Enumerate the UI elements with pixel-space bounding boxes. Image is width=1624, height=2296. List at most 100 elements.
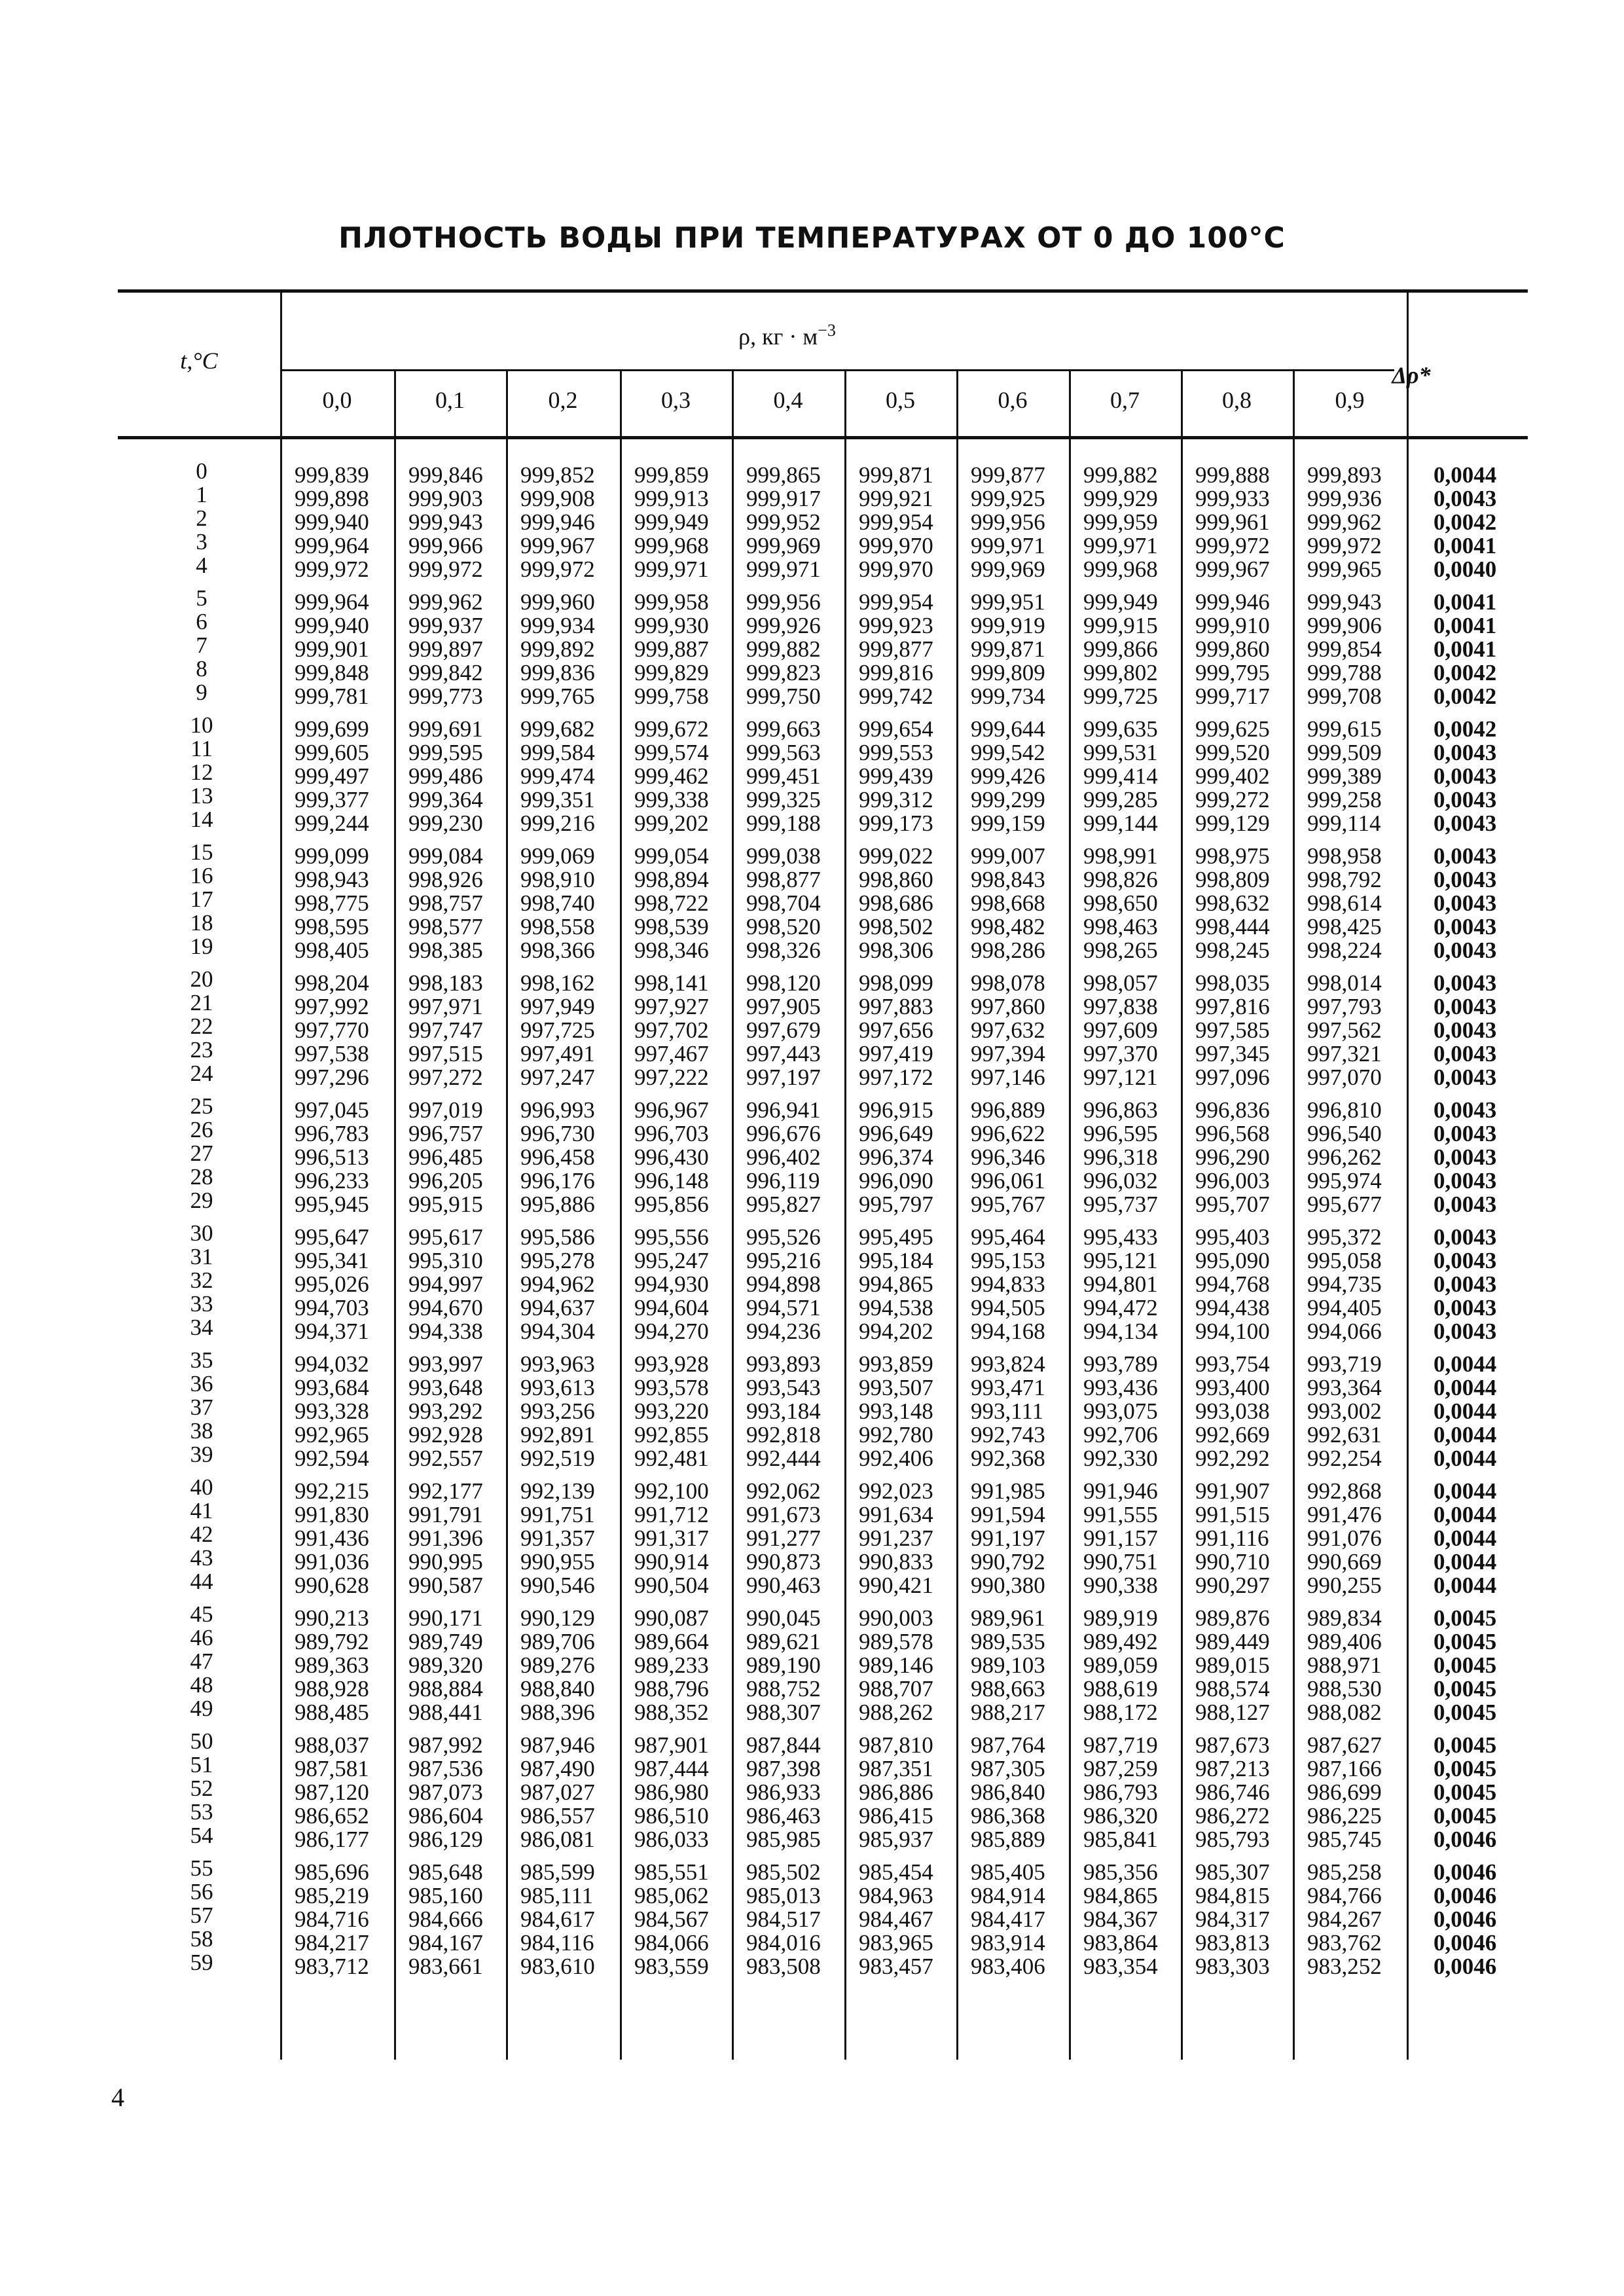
density-cell: 998,958 [1307,843,1382,869]
density-cell: 999,852 [520,462,595,488]
density-cell: 993,075 [1083,1398,1158,1424]
density-cell: 999,906 [1307,613,1382,638]
density-cell: 992,100 [634,1478,709,1504]
density-cell: 999,781 [295,683,369,709]
density-cell: 989,103 [971,1652,1045,1678]
density-cell: 991,396 [408,1525,483,1551]
density-cell: 994,202 [859,1319,933,1344]
temperature-cell: 59 [190,1950,213,1975]
density-cell: 999,615 [1307,716,1382,742]
density-cell: 996,993 [520,1097,595,1123]
temperature-cell: 51 [190,1752,213,1777]
density-cell: 991,791 [408,1502,483,1527]
density-cell: 998,722 [634,890,709,916]
density-cell: 999,964 [295,533,369,558]
density-cell: 999,823 [746,660,821,685]
density-cell: 999,972 [1307,533,1382,558]
column-header: 0,1 [435,387,465,413]
density-cell: 989,876 [1195,1605,1270,1631]
temperature-cell: 8 [196,656,208,682]
density-cell: 994,997 [408,1271,483,1297]
density-cell: 987,673 [1195,1732,1270,1758]
density-cell: 997,296 [295,1065,369,1090]
density-cell: 986,033 [634,1827,709,1852]
column-divider [844,371,846,2060]
temperature-cell: 2 [196,505,208,531]
density-cell: 983,712 [295,1954,369,1979]
density-cell: 984,016 [746,1930,821,1956]
density-cell: 999,921 [859,486,933,511]
delta-cell: 0,0043 [1434,867,1497,892]
density-cell: 995,464 [971,1224,1045,1250]
density-cell: 999,946 [520,509,595,535]
density-cell: 987,398 [746,1756,821,1781]
density-cell: 997,816 [1195,994,1270,1019]
density-cell: 994,168 [971,1319,1045,1344]
density-cell: 993,111 [971,1398,1044,1424]
density-cell: 999,244 [295,811,369,836]
temperature-cell: 24 [190,1061,213,1086]
density-cell: 989,578 [859,1629,933,1654]
density-cell: 999,439 [859,763,933,789]
density-cell: 985,454 [859,1859,933,1885]
temperature-cell: 57 [190,1903,213,1928]
density-cell: 994,670 [408,1295,483,1321]
density-cell: 988,530 [1307,1676,1382,1702]
column-divider [280,293,282,2060]
density-cell: 997,992 [295,994,369,1019]
density-cell: 985,502 [746,1859,821,1885]
density-cell: 993,719 [1307,1351,1382,1377]
density-cell: 999,966 [408,533,483,558]
density-cell: 989,749 [408,1629,483,1654]
density-cell: 999,809 [971,660,1045,685]
density-cell: 984,467 [859,1906,933,1932]
density-cell: 998,650 [1083,890,1158,916]
density-cell: 998,463 [1083,914,1158,939]
density-cell: 999,451 [746,763,821,789]
density-cell: 985,793 [1195,1827,1270,1852]
density-cell: 991,277 [746,1525,821,1551]
density-cell: 997,562 [1307,1017,1382,1043]
density-cell: 998,245 [1195,938,1270,963]
density-cell: 998,078 [971,970,1045,996]
density-cell: 999,325 [746,787,821,812]
temperature-cell: 9 [196,680,208,705]
column-divider [1069,371,1071,2060]
delta-cell: 0,0044 [1434,1422,1497,1448]
density-cell: 996,374 [859,1144,933,1170]
temperature-cell: 41 [190,1498,213,1523]
delta-cell: 0,0045 [1434,1605,1497,1631]
density-cell: 988,127 [1195,1700,1270,1725]
temperature-cell: 39 [190,1442,213,1467]
density-cell: 997,747 [408,1017,483,1043]
density-cell: 983,762 [1307,1930,1382,1956]
density-cell: 999,022 [859,843,933,869]
temperature-cell: 56 [190,1879,213,1904]
temperature-cell: 18 [190,910,213,936]
density-cell: 985,985 [746,1827,821,1852]
delta-cell: 0,0043 [1434,740,1497,765]
density-cell: 994,405 [1307,1295,1382,1321]
density-cell: 996,262 [1307,1144,1382,1170]
density-cell: 999,351 [520,787,595,812]
column-header: 0,7 [1110,387,1140,413]
density-cell: 995,278 [520,1248,595,1273]
density-cell: 999,531 [1083,740,1158,765]
density-cell: 993,256 [520,1398,595,1424]
density-cell: 999,954 [859,589,933,615]
density-cell: 991,036 [295,1549,369,1575]
density-cell: 999,635 [1083,716,1158,742]
density-cell: 993,292 [408,1398,483,1424]
delta-cell: 0,0043 [1434,486,1497,511]
density-cell: 990,463 [746,1573,821,1598]
temperature-cell: 31 [190,1244,213,1269]
column-divider [1407,293,1409,2060]
density-cell: 999,605 [295,740,369,765]
temperature-cell: 4 [196,553,208,578]
density-cell: 995,886 [520,1192,595,1217]
density-cell: 994,930 [634,1271,709,1297]
density-cell: 986,320 [1083,1803,1158,1829]
density-cell: 986,225 [1307,1803,1382,1829]
density-cell: 995,915 [408,1192,483,1217]
density-cell: 997,609 [1083,1017,1158,1043]
